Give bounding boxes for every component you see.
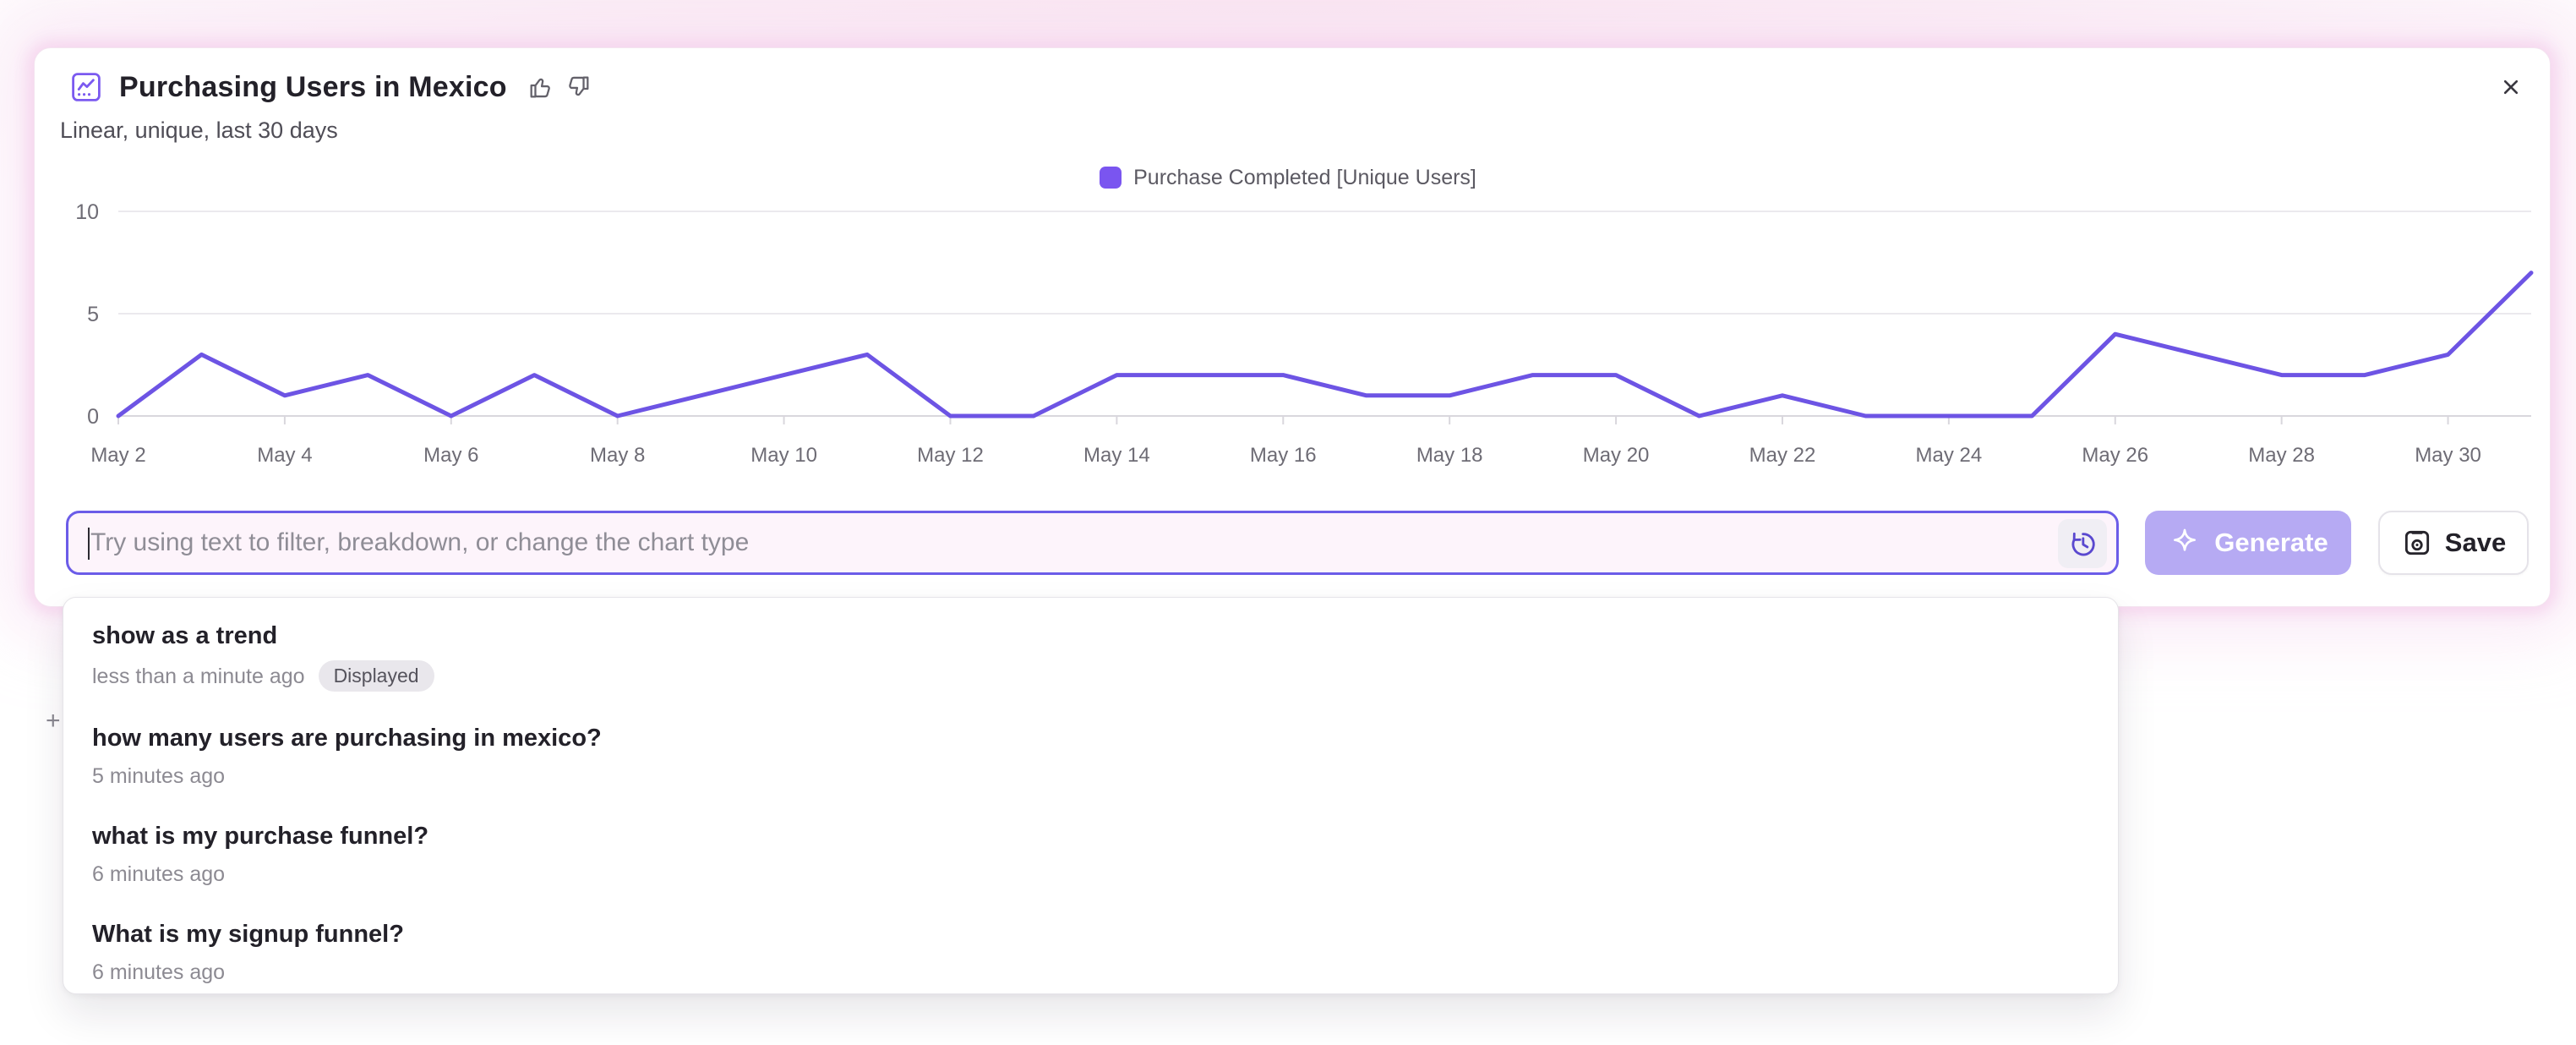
history-item-time: 5 minutes ago [92, 764, 226, 788]
svg-text:May 4: May 4 [257, 444, 312, 467]
history-item[interactable]: show as a trend less than a minute ago D… [90, 620, 2091, 692]
svg-text:May 18: May 18 [1416, 444, 1483, 467]
svg-text:May 16: May 16 [1250, 444, 1317, 467]
svg-text:10: 10 [75, 200, 99, 224]
svg-text:May 24: May 24 [1916, 444, 1983, 467]
svg-text:May 2: May 2 [90, 444, 145, 467]
save-file-icon [2404, 530, 2429, 555]
history-item-query: What is my signup funnel? [92, 921, 404, 948]
svg-text:May 14: May 14 [1083, 444, 1150, 467]
prompt-bar [66, 511, 2119, 575]
chart-legend: Purchase Completed [Unique Users] [0, 162, 2576, 193]
page-title: Purchasing Users in Mexico [119, 70, 507, 103]
generate-button[interactable]: Generate [2145, 511, 2351, 575]
prompt-input[interactable] [68, 513, 2116, 572]
history-item[interactable]: what is my purchase funnel? 6 minutes ag… [90, 820, 2091, 888]
close-button[interactable] [2492, 68, 2530, 106]
history-icon [2071, 532, 2095, 556]
svg-text:0: 0 [87, 405, 99, 429]
line-chart-svg: 0 5 10 May 2 May 4 May 6 May 8 May 10 May 12 May … [75, 200, 2534, 467]
history-item-time: 6 minutes ago [92, 862, 226, 886]
history-item[interactable]: how many users are purchasing in mexico?… [90, 722, 2091, 790]
svg-text:May 12: May 12 [917, 444, 984, 467]
svg-text:May 20: May 20 [1583, 444, 1650, 467]
close-icon [2503, 79, 2519, 95]
legend-label: Purchase Completed [Unique Users] [1133, 165, 1476, 189]
svg-text:May 8: May 8 [590, 444, 645, 467]
chart-subtitle: Linear, unique, last 30 days [60, 118, 338, 143]
status-badge: Displayed [318, 660, 434, 692]
history-item-query: show as a trend [92, 622, 278, 649]
save-label: Save [2444, 528, 2507, 557]
svg-text:May 6: May 6 [423, 444, 478, 467]
thumbs-down-button[interactable] [563, 72, 593, 102]
history-item-meta: 6 minutes ago [92, 861, 2091, 888]
save-button[interactable]: Save [2378, 511, 2529, 575]
sparkle-icon [2174, 528, 2197, 551]
generate-label: Generate [2214, 528, 2328, 557]
thumbs-up-icon [530, 78, 550, 98]
line-chart-type-icon [68, 69, 104, 105]
history-button[interactable] [2058, 519, 2107, 568]
history-dropdown: show as a trend less than a minute ago D… [63, 597, 2119, 994]
history-item-query: what is my purchase funnel? [92, 823, 429, 850]
svg-text:May 28: May 28 [2248, 444, 2315, 467]
plus-cursor-mark: + [46, 707, 61, 735]
history-item-query: how many users are purchasing in mexico? [92, 725, 602, 752]
svg-text:May 22: May 22 [1749, 444, 1816, 467]
history-item-meta: 5 minutes ago [92, 763, 2091, 790]
history-item-time: 6 minutes ago [92, 960, 226, 984]
card-header: Purchasing Users in Mexico [68, 65, 2530, 109]
svg-text:May 30: May 30 [2415, 444, 2481, 467]
history-item-time: less than a minute ago [92, 664, 305, 688]
svg-text:May 26: May 26 [2082, 444, 2148, 467]
text-caret [88, 528, 90, 560]
svg-text:5: 5 [87, 303, 99, 326]
thumbs-up-button[interactable] [526, 72, 556, 102]
history-item[interactable]: What is my signup funnel? 6 minutes ago [90, 918, 2091, 986]
svg-text:May 10: May 10 [750, 444, 817, 467]
history-item-meta: 6 minutes ago [92, 959, 2091, 986]
legend-swatch [1100, 167, 1122, 189]
history-item-meta: less than a minute ago Displayed [92, 660, 2091, 692]
thumbs-down-icon [568, 76, 589, 96]
